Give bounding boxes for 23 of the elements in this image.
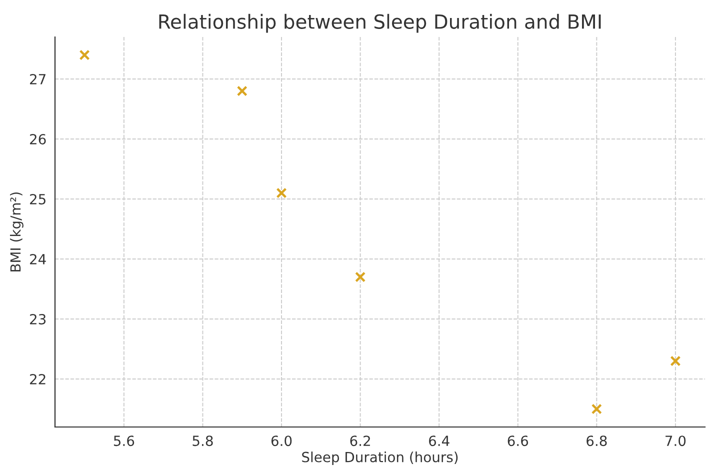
- x-tick-label: 7.0: [666, 436, 686, 446]
- y-tick-label: 26: [30, 134, 46, 144]
- point: [355, 272, 366, 282]
- y-tick-label: 25: [30, 194, 46, 204]
- x-tick-label: 5.8: [192, 436, 213, 446]
- x-tick-label: 6.6: [508, 436, 528, 446]
- x-tick-label: 6.4: [429, 436, 450, 446]
- y-axis-title: BMI (kg/m²): [10, 192, 24, 272]
- point: [236, 86, 248, 96]
- x-tick-label: 5.6: [114, 436, 134, 446]
- y-tick-label: 23: [30, 314, 46, 324]
- x-axis-title: Sleep Duration (hours): [302, 452, 458, 465]
- point: [79, 50, 90, 60]
- point: [276, 188, 287, 198]
- x-tick-label: 6.0: [271, 436, 292, 446]
- y-tick-label: 22: [30, 374, 46, 384]
- x-tick-label: 6.8: [586, 436, 607, 446]
- point: [591, 404, 602, 414]
- chart-title: Relationship between Sleep Duration and BMI: [159, 14, 601, 33]
- y-tick-label: 27: [30, 74, 46, 84]
- x-tick-label: 6.2: [350, 436, 370, 446]
- y-tick-label: 24: [30, 254, 46, 264]
- point: [670, 356, 681, 366]
